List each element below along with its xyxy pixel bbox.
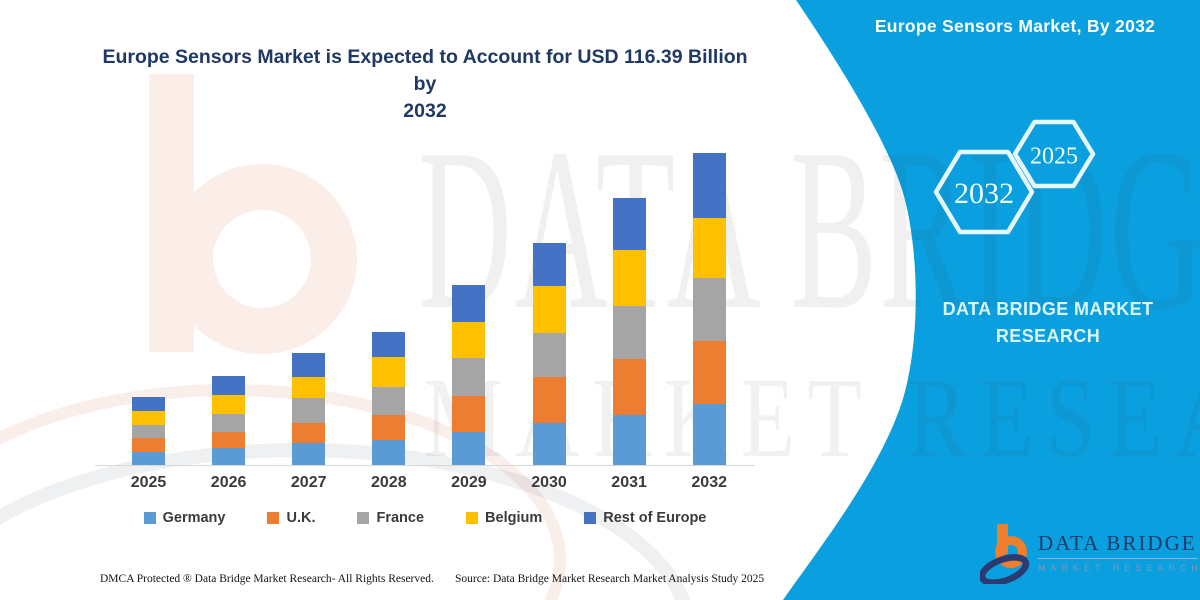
bar-segment-2028-france <box>372 386 406 416</box>
chart-title: Europe Sensors Market is Expected to Acc… <box>90 44 760 125</box>
hexagon-2025-label: 2025 <box>1030 144 1078 170</box>
chart-legend: Germany U.K. France Belgium Rest of Europe <box>95 510 755 526</box>
bar-segment-2027-belgium <box>292 376 326 399</box>
bar-segment-2028-u-k- <box>372 415 406 441</box>
legend-swatch-icon <box>466 512 479 524</box>
bar-segment-2025-u-k- <box>132 438 165 452</box>
bar-segment-2026-belgium <box>212 395 246 414</box>
hexagon-year-badges: 2032 2025 <box>933 119 1096 235</box>
bar-segment-2029-france <box>452 358 486 396</box>
panel-header: Europe Sensors Market, By 2032 <box>874 16 1156 36</box>
bar-segment-2028-germany <box>372 440 406 465</box>
panel-brand-text: DATA BRIDGE MARKET RESEARCH <box>942 299 1154 346</box>
stacked-bar-2027 <box>292 353 326 465</box>
bar-segment-2026-rest-of-europe <box>212 376 246 396</box>
x-axis-label-2026: 2026 <box>210 474 247 491</box>
data-bridge-logo-icon <box>980 524 1030 584</box>
legend-swatch-icon <box>267 512 280 524</box>
bar-chart-plot-area <box>95 139 755 466</box>
bar-segment-2029-germany <box>452 431 486 465</box>
bar-segment-2029-rest-of-europe <box>452 285 486 323</box>
bar-segment-2026-germany <box>212 448 246 465</box>
bar-segment-2025-france <box>132 424 165 439</box>
logo-brand-name: DATA BRIDGE <box>1038 531 1197 555</box>
legend-item-germany: Germany <box>143 510 226 526</box>
data-bridge-wordmark: DATA BRIDGE MARKET RESEARCH <box>1038 531 1200 573</box>
x-axis-labels: 2025 2026 2027 2028 2029 2030 2031 2032 <box>95 474 755 496</box>
bar-segment-2031-u-k- <box>612 358 646 415</box>
x-axis-label-2029: 2029 <box>451 474 487 491</box>
bar-segment-2025-rest-of-europe <box>132 397 165 412</box>
stacked-bar-2032 <box>692 153 726 465</box>
stacked-bar-2028 <box>372 331 406 465</box>
x-axis-label-2030: 2030 <box>531 474 567 491</box>
logo-swoosh <box>980 554 1030 584</box>
legend-label: France <box>376 510 425 526</box>
bar-segment-2032-france <box>692 277 726 341</box>
legend-swatch-icon <box>584 512 597 524</box>
x-axis-label-2027: 2027 <box>290 474 327 491</box>
bar-segment-2025-belgium <box>132 411 165 425</box>
bar-segment-2030-germany <box>532 423 566 465</box>
watermark-b-bowl <box>167 164 357 354</box>
bar-segment-2026-u-k- <box>212 431 246 449</box>
bar-segment-2029-belgium <box>452 322 486 359</box>
legend-label: Belgium <box>485 510 543 526</box>
legend-item-belgium: Belgium <box>466 510 542 526</box>
x-axis-label-2031: 2031 <box>611 474 647 491</box>
bar-segment-2030-france <box>532 332 566 378</box>
bar-segment-2027-rest-of-europe <box>292 353 326 377</box>
legend-item-france: France <box>357 510 424 526</box>
bar-segment-2027-germany <box>292 443 326 465</box>
stacked-bar-2030 <box>532 242 566 465</box>
x-axis-label-2025: 2025 <box>130 474 167 491</box>
bar-segment-2028-rest-of-europe <box>372 331 406 357</box>
stacked-bar-2031 <box>612 198 646 465</box>
legend-swatch-icon <box>143 512 156 524</box>
bar-segment-2030-belgium <box>532 285 566 333</box>
logo-tagline: MARKET RESEARCH <box>1038 563 1200 573</box>
bar-segment-2032-rest-of-europe <box>692 153 726 219</box>
x-axis-label-2032: 2032 <box>691 474 727 491</box>
bar-segment-2029-u-k- <box>452 395 486 432</box>
bar-segment-2025-germany <box>132 451 165 465</box>
bar-segment-2028-belgium <box>372 356 406 387</box>
legend-item-u-k-: U.K. <box>267 510 315 526</box>
legend-label: Rest of Europe <box>603 510 707 526</box>
hexagon-2025 <box>1012 119 1096 189</box>
chart-title-line2: 2032 <box>403 100 447 122</box>
stacked-bar-2029 <box>452 285 486 465</box>
bar-segment-2031-rest-of-europe <box>612 198 646 250</box>
hexagon-2032-label: 2032 <box>954 177 1014 210</box>
hexagon-2032 <box>933 149 1035 235</box>
x-axis-label-2028: 2028 <box>371 474 407 491</box>
bar-segment-2027-france <box>292 398 326 424</box>
legend-item-rest-of-europe: Rest of Europe <box>584 510 706 526</box>
bar-segment-2032-belgium <box>692 218 726 278</box>
bar-segment-2032-u-k- <box>692 340 726 405</box>
bar-segment-2030-rest-of-europe <box>532 242 566 286</box>
legend-label: U.K. <box>286 510 316 526</box>
logo-b-bowl <box>995 536 1027 568</box>
bar-segment-2031-belgium <box>612 249 646 306</box>
bar-segment-2026-france <box>212 413 246 432</box>
logo-divider <box>1038 558 1198 559</box>
chart-title-line1: Europe Sensors Market is Expected to Acc… <box>102 46 748 95</box>
legend-label: Germany <box>162 510 226 526</box>
source-notice: Source: Data Bridge Market Research Mark… <box>455 573 765 585</box>
bar-segment-2031-germany <box>612 414 646 465</box>
teal-panel-shape <box>783 0 1200 600</box>
bar-segment-2032-germany <box>692 404 726 465</box>
bar-segment-2027-u-k- <box>292 423 326 444</box>
stacked-bar-2026 <box>212 376 246 465</box>
bar-segment-2030-u-k- <box>532 377 566 424</box>
dmca-notice: DMCA Protected ® Data Bridge Market Rese… <box>100 573 434 585</box>
legend-swatch-icon <box>357 512 370 524</box>
bar-segment-2031-france <box>612 305 646 359</box>
stacked-bar-2025 <box>132 397 165 465</box>
